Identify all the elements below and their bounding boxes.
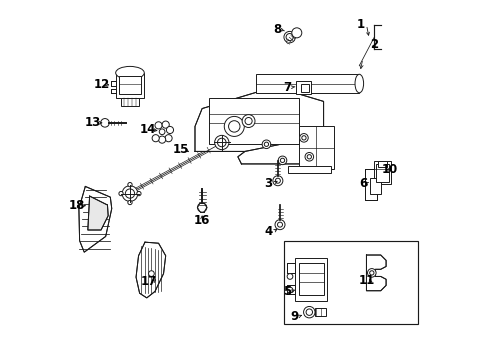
Text: 3: 3: [264, 177, 272, 190]
Text: 18: 18: [69, 199, 85, 212]
Text: 2: 2: [370, 38, 378, 51]
Polygon shape: [88, 196, 108, 230]
Bar: [378, 161, 387, 167]
Circle shape: [305, 153, 314, 161]
Circle shape: [215, 135, 229, 150]
Circle shape: [275, 178, 280, 183]
Ellipse shape: [116, 66, 144, 79]
Circle shape: [167, 126, 173, 134]
Circle shape: [245, 117, 252, 125]
Circle shape: [155, 122, 162, 129]
Bar: [376, 164, 389, 182]
Polygon shape: [287, 285, 295, 294]
Bar: [284, 241, 418, 324]
Text: 16: 16: [194, 213, 210, 226]
Circle shape: [275, 220, 285, 230]
Circle shape: [148, 271, 154, 276]
Text: 9: 9: [290, 310, 298, 323]
Bar: [299, 263, 323, 295]
Polygon shape: [79, 186, 112, 252]
Circle shape: [228, 121, 240, 132]
Circle shape: [125, 189, 135, 198]
Text: 13: 13: [85, 116, 101, 129]
Circle shape: [242, 114, 255, 127]
Circle shape: [287, 287, 293, 293]
Circle shape: [119, 192, 123, 196]
Text: 7: 7: [283, 81, 291, 94]
Text: 15: 15: [172, 143, 189, 156]
Text: 17: 17: [141, 275, 157, 288]
Circle shape: [100, 118, 109, 127]
Bar: [373, 161, 392, 184]
Bar: [315, 308, 326, 316]
Circle shape: [152, 135, 159, 142]
Circle shape: [302, 136, 306, 140]
Circle shape: [300, 134, 308, 142]
Circle shape: [307, 155, 312, 159]
Bar: [370, 178, 381, 194]
Bar: [288, 166, 331, 173]
Text: 12: 12: [93, 78, 110, 91]
Circle shape: [277, 222, 283, 227]
Text: 10: 10: [382, 163, 398, 176]
Bar: [301, 84, 309, 92]
Polygon shape: [136, 242, 166, 298]
Polygon shape: [195, 91, 323, 152]
Circle shape: [304, 306, 315, 318]
Text: 14: 14: [140, 123, 156, 136]
Text: 1: 1: [357, 18, 365, 31]
Circle shape: [122, 186, 138, 202]
Bar: [121, 98, 139, 106]
Polygon shape: [365, 169, 384, 200]
Bar: [296, 81, 311, 94]
Circle shape: [287, 274, 293, 279]
Text: 4: 4: [264, 225, 272, 238]
Circle shape: [284, 31, 295, 43]
Circle shape: [368, 269, 376, 277]
Bar: [298, 126, 334, 169]
Circle shape: [218, 138, 226, 147]
Text: 11: 11: [358, 274, 374, 287]
Bar: [119, 76, 141, 94]
Circle shape: [306, 309, 313, 315]
Ellipse shape: [355, 74, 364, 93]
Circle shape: [264, 142, 269, 147]
Circle shape: [224, 116, 245, 136]
Circle shape: [280, 158, 285, 162]
Circle shape: [292, 28, 302, 38]
Bar: [209, 98, 298, 144]
Circle shape: [262, 140, 270, 149]
Circle shape: [128, 201, 132, 204]
Text: 5: 5: [283, 285, 291, 298]
Bar: [116, 73, 144, 98]
Bar: [256, 74, 359, 93]
Polygon shape: [287, 263, 295, 273]
Circle shape: [286, 33, 293, 41]
Bar: [295, 258, 327, 301]
Polygon shape: [367, 255, 386, 291]
Polygon shape: [111, 81, 116, 86]
Circle shape: [273, 176, 283, 186]
Circle shape: [165, 135, 172, 142]
Polygon shape: [238, 137, 331, 164]
Circle shape: [162, 121, 169, 128]
Circle shape: [369, 271, 374, 275]
Polygon shape: [111, 89, 116, 93]
Circle shape: [137, 192, 141, 196]
Text: 8: 8: [273, 23, 281, 36]
Circle shape: [128, 183, 132, 187]
Circle shape: [159, 136, 166, 143]
Circle shape: [159, 129, 165, 135]
Circle shape: [197, 203, 207, 212]
Text: 6: 6: [359, 177, 367, 190]
Circle shape: [278, 156, 287, 165]
